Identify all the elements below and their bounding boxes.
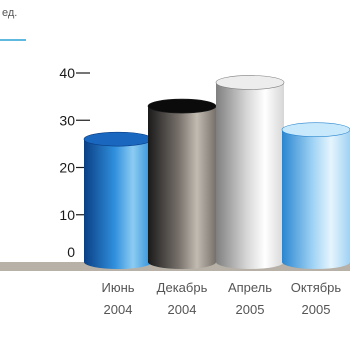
x-tick-label-line1: Апрель	[228, 280, 272, 295]
y-tick-label: 0	[67, 244, 75, 260]
x-tick-label-line2: 2004	[168, 302, 197, 317]
bar-top	[83, 131, 153, 147]
bar-body	[216, 82, 284, 269]
x-tick-label-line1: Июнь	[101, 280, 134, 295]
bar-4	[281, 122, 350, 269]
bar-body	[84, 139, 152, 269]
bar-2	[147, 98, 217, 269]
y-tick-label: 20	[59, 160, 75, 176]
x-tick-label-line2: 2005	[302, 302, 331, 317]
y-unit-label: ед.	[2, 7, 17, 19]
bar-3	[215, 75, 285, 269]
bar-1	[83, 131, 153, 269]
y-tick-label: 10	[59, 207, 75, 223]
x-tick-label-line1: Октябрь	[291, 280, 342, 295]
bar-body	[282, 129, 350, 269]
bar-top	[215, 75, 285, 90]
bar-body	[148, 106, 216, 269]
x-tick-label-line2: 2004	[104, 302, 133, 317]
x-tick-label-line1: Декабрь	[157, 280, 208, 295]
y-tick-label: 40	[59, 65, 75, 81]
bar-top	[147, 98, 217, 114]
y-tick-label: 30	[59, 112, 75, 128]
bar-top	[281, 122, 350, 137]
x-tick-label-line2: 2005	[236, 302, 265, 317]
